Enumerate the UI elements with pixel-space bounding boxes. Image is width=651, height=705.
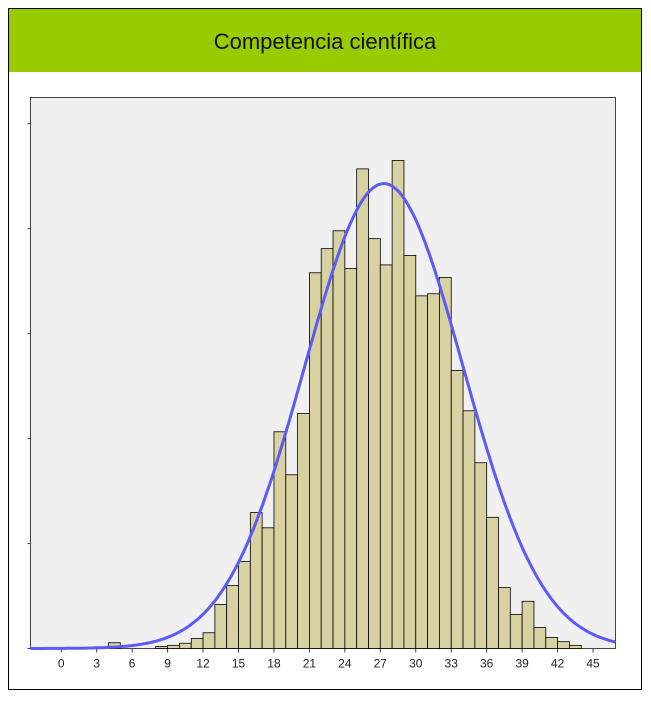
bar <box>509 613 523 649</box>
bar <box>202 632 216 649</box>
x-tick-label: 42 <box>551 657 565 671</box>
bar <box>356 168 369 649</box>
bar <box>557 641 570 649</box>
bar <box>167 644 180 649</box>
bar <box>498 587 511 649</box>
x-tick-label: 39 <box>515 657 529 671</box>
normal-curve <box>30 182 616 650</box>
bar <box>391 160 405 649</box>
x-tick-label: 24 <box>338 657 352 671</box>
bar <box>450 369 464 649</box>
x-tick-label: 6 <box>129 657 136 671</box>
header <box>9 9 641 72</box>
bar <box>569 644 582 649</box>
x-tick-label: 21 <box>303 657 317 671</box>
bar <box>344 268 358 649</box>
bar <box>486 516 499 649</box>
bar <box>320 248 334 649</box>
bar <box>415 295 428 649</box>
bar <box>474 462 488 649</box>
bar <box>214 604 228 649</box>
bar <box>285 474 298 649</box>
x-tick-label: 12 <box>196 657 210 671</box>
x-tick-label: 30 <box>409 657 423 671</box>
x-tick-label: 0 <box>58 657 65 671</box>
x-tick-label: 45 <box>586 657 600 671</box>
bar <box>368 238 381 649</box>
x-tick-label: 18 <box>267 657 281 671</box>
chart-title: Competencia científica <box>214 29 437 54</box>
bar <box>403 255 417 649</box>
x-tick-label: 9 <box>164 657 171 671</box>
bar <box>427 293 440 649</box>
bar <box>533 627 547 649</box>
x-tick-label: 36 <box>480 657 494 671</box>
bar <box>462 410 476 649</box>
x-tick-label: 15 <box>232 657 246 671</box>
bar <box>521 600 535 649</box>
bar <box>190 638 204 649</box>
bar <box>332 230 346 649</box>
bar <box>379 264 393 649</box>
bar <box>261 527 275 649</box>
bar <box>226 585 239 649</box>
bar <box>238 560 251 649</box>
bar <box>297 413 310 649</box>
x-tick-label: 27 <box>374 657 388 671</box>
bar <box>545 637 558 649</box>
bar <box>155 646 168 649</box>
x-tick-label: 3 <box>93 657 100 671</box>
bar <box>179 642 192 649</box>
bar <box>439 277 452 649</box>
x-tick-label: 33 <box>445 657 459 671</box>
